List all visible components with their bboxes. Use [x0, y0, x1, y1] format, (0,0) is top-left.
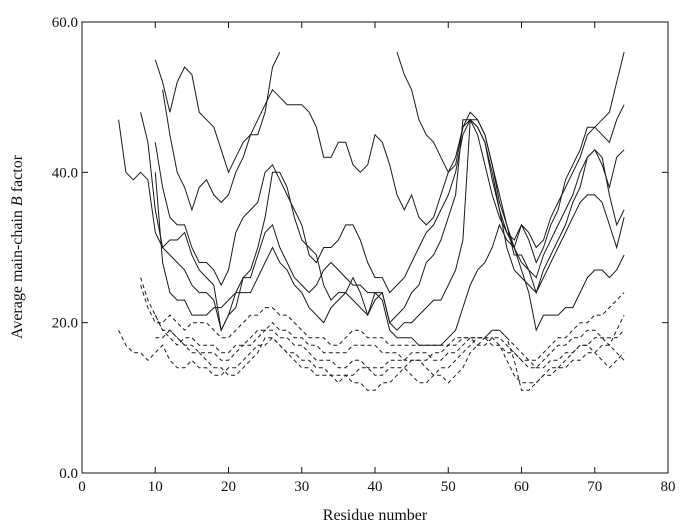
y-axis-title-italic: B	[9, 196, 26, 206]
series-line-7-solid	[162, 88, 625, 264]
x-axis-title: Residue number	[323, 507, 428, 524]
x-tick-label: 30	[294, 479, 309, 495]
plot-frame	[81, 21, 669, 474]
y-tick-label: 60.0	[52, 15, 78, 31]
x-tick-label: 10	[148, 479, 163, 495]
y-axis-title: Average main-chain B factor	[9, 154, 26, 339]
y-axis-title-suffix: factor	[9, 154, 26, 196]
series-line-5-solid	[396, 51, 625, 249]
series-line-1-solid	[118, 119, 625, 332]
series-line-4-solid	[154, 51, 281, 174]
series-line-6-solid	[154, 118, 625, 294]
ticks-layer: 0 10 20 30 40 50 60 70 80 0.0 20.0 40.0 60.0	[52, 15, 676, 495]
y-axis-title-prefix: Average main-chain	[9, 206, 26, 339]
series-line-8-dashed	[118, 329, 625, 391]
x-tick-label: 60	[514, 479, 529, 495]
y-tick-label: 0.0	[59, 466, 78, 482]
axes-layer	[81, 21, 669, 474]
y-tick-label: 20.0	[52, 316, 78, 332]
y-tick-label: 40.0	[52, 165, 78, 181]
x-tick-label: 50	[441, 479, 456, 495]
x-tick-label: 40	[368, 479, 383, 495]
x-tick-label: 70	[587, 479, 602, 495]
x-tick-label: 80	[661, 479, 676, 495]
x-tick-label: 20	[221, 479, 236, 495]
series-line-3-solid	[154, 172, 625, 346]
series-line-2-solid	[140, 112, 625, 332]
series-line-9-dashed	[140, 277, 625, 369]
x-tick-label: 0	[78, 479, 86, 495]
series-line-11-dashed	[155, 329, 625, 391]
series-line-12-dashed	[154, 314, 625, 369]
series-layer	[118, 51, 625, 391]
series-line-10-dashed	[140, 284, 625, 361]
